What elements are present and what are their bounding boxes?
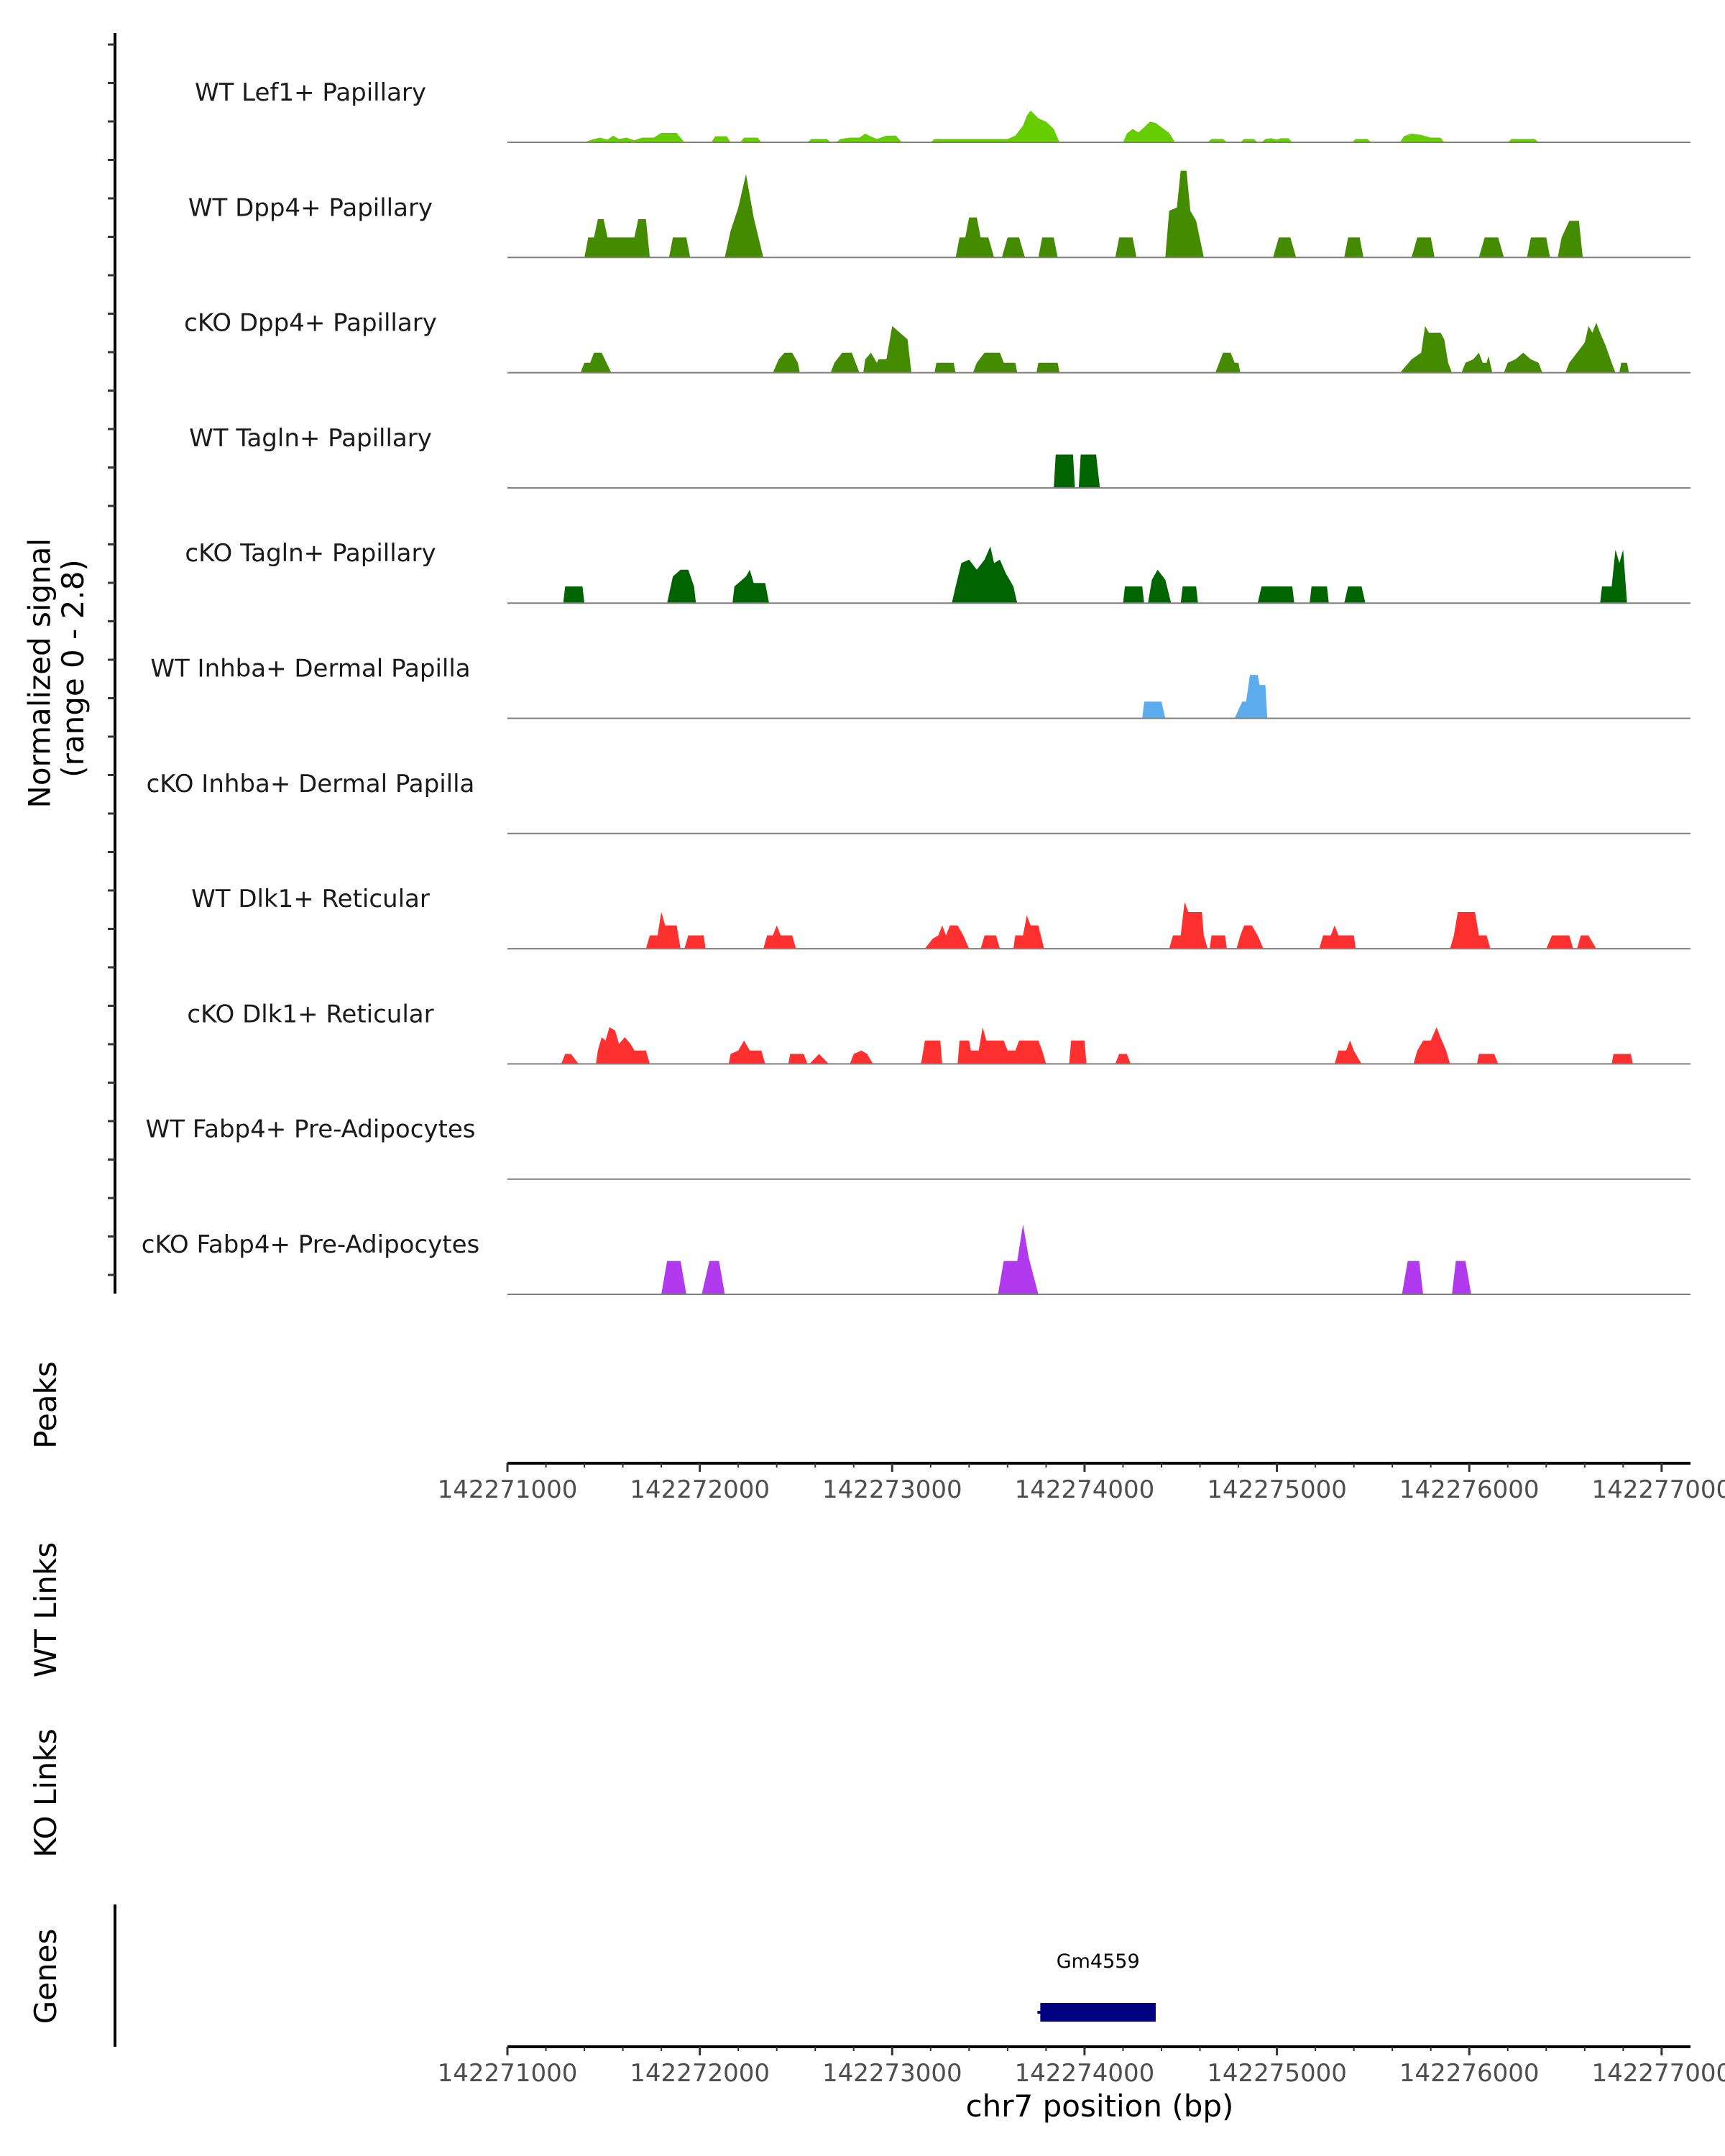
track-label: WT Dpp4+ Papillary	[188, 193, 433, 222]
track: cKO Inhba+ Dermal Papilla	[147, 770, 1690, 834]
track: WT Dlk1+ Reticular	[191, 885, 1690, 950]
track-signal-area	[661, 1224, 1471, 1294]
gene-annotations: Gm4559	[1037, 1950, 1156, 2022]
x-tick-label: 142274000	[1015, 2059, 1155, 2088]
x-tick-label: 142275000	[1207, 1475, 1347, 1504]
track-signal-area	[645, 902, 1596, 949]
track-label: WT Tagln+ Papillary	[189, 424, 432, 453]
track-label: WT Fabp4+ Pre-Adipocytes	[146, 1115, 476, 1144]
track: cKO Dlk1+ Reticular	[187, 1000, 1690, 1065]
x-tick-label: 142273000	[822, 2059, 962, 2088]
x-tick-label: 142271000	[438, 1475, 578, 1504]
x-tick-label: 142277000	[1592, 1475, 1725, 1504]
track-label: cKO Fabp4+ Pre-Adipocytes	[142, 1230, 480, 1259]
track-label: cKO Tagln+ Papillary	[185, 539, 436, 568]
gene-label: Gm4559	[1057, 1950, 1140, 1973]
y-axis-title: Normalized signal (range 0 - 2.8)	[22, 528, 91, 808]
x-tick-label: 142276000	[1399, 2059, 1540, 2088]
ko-links-panel-title: KO Links	[28, 1728, 63, 1858]
x-tick-label: 142272000	[630, 2059, 770, 2088]
track-label: cKO Inhba+ Dermal Papilla	[147, 770, 475, 798]
x-tick-label: 142273000	[822, 1475, 962, 1504]
track-label: cKO Dlk1+ Reticular	[187, 1000, 433, 1028]
track: WT Fabp4+ Pre-Adipocytes	[146, 1115, 1690, 1180]
x-tick-label: 142276000	[1399, 1475, 1540, 1504]
track-signal-area	[584, 170, 1583, 258]
x-axis-bottom: 142271000 142272000 142273000 142274000 1422…	[438, 2045, 1725, 2088]
track-label: WT Inhba+ Dermal Papilla	[150, 655, 470, 683]
x-tick-label: 142274000	[1015, 1475, 1155, 1504]
track-label: cKO Dpp4+ Papillary	[184, 309, 437, 338]
signal-tracks: WT Lef1+ Papillary WT Dpp4+ Papillary cKO …	[142, 78, 1690, 1295]
track: WT Inhba+ Dermal Papilla	[150, 655, 1690, 719]
x-tick-label: 142271000	[438, 2059, 578, 2088]
x-tick-label: 142277000	[1592, 2059, 1725, 2088]
track: cKO Tagln+ Papillary	[185, 539, 1690, 604]
track-signal-area	[584, 110, 1539, 142]
track: cKO Fabp4+ Pre-Adipocytes	[142, 1224, 1690, 1295]
track-label: WT Lef1+ Papillary	[195, 78, 426, 107]
track-signal-area	[1054, 454, 1100, 488]
track: WT Dpp4+ Papillary	[188, 170, 1690, 259]
track: cKO Dpp4+ Papillary	[184, 309, 1690, 374]
track: WT Tagln+ Papillary	[189, 424, 1690, 489]
genes-panel-title: Genes	[28, 1929, 63, 2024]
signal-y-axis-ticks	[108, 43, 115, 1276]
x-tick-label: 142272000	[630, 1475, 770, 1504]
wt-links-panel-title: WT Links	[28, 1542, 63, 1677]
track-signal-area	[1142, 675, 1268, 719]
gene: Gm4559	[1037, 1950, 1156, 2022]
x-tick-label: 142275000	[1207, 2059, 1347, 2088]
gene-exon	[1040, 2003, 1156, 2022]
x-axis-title: chr7 position (bp)	[966, 2088, 1234, 2124]
x-axis-top: 142271000 142272000 142273000 142274000 1422…	[438, 1462, 1725, 1504]
peaks-panel-title: Peaks	[28, 1361, 63, 1449]
track-signal-area	[580, 323, 1629, 373]
track-signal-area	[561, 1027, 1633, 1064]
track: WT Lef1+ Papillary	[195, 78, 1690, 143]
track-label: WT Dlk1+ Reticular	[191, 885, 430, 913]
track-signal-area	[563, 546, 1627, 604]
